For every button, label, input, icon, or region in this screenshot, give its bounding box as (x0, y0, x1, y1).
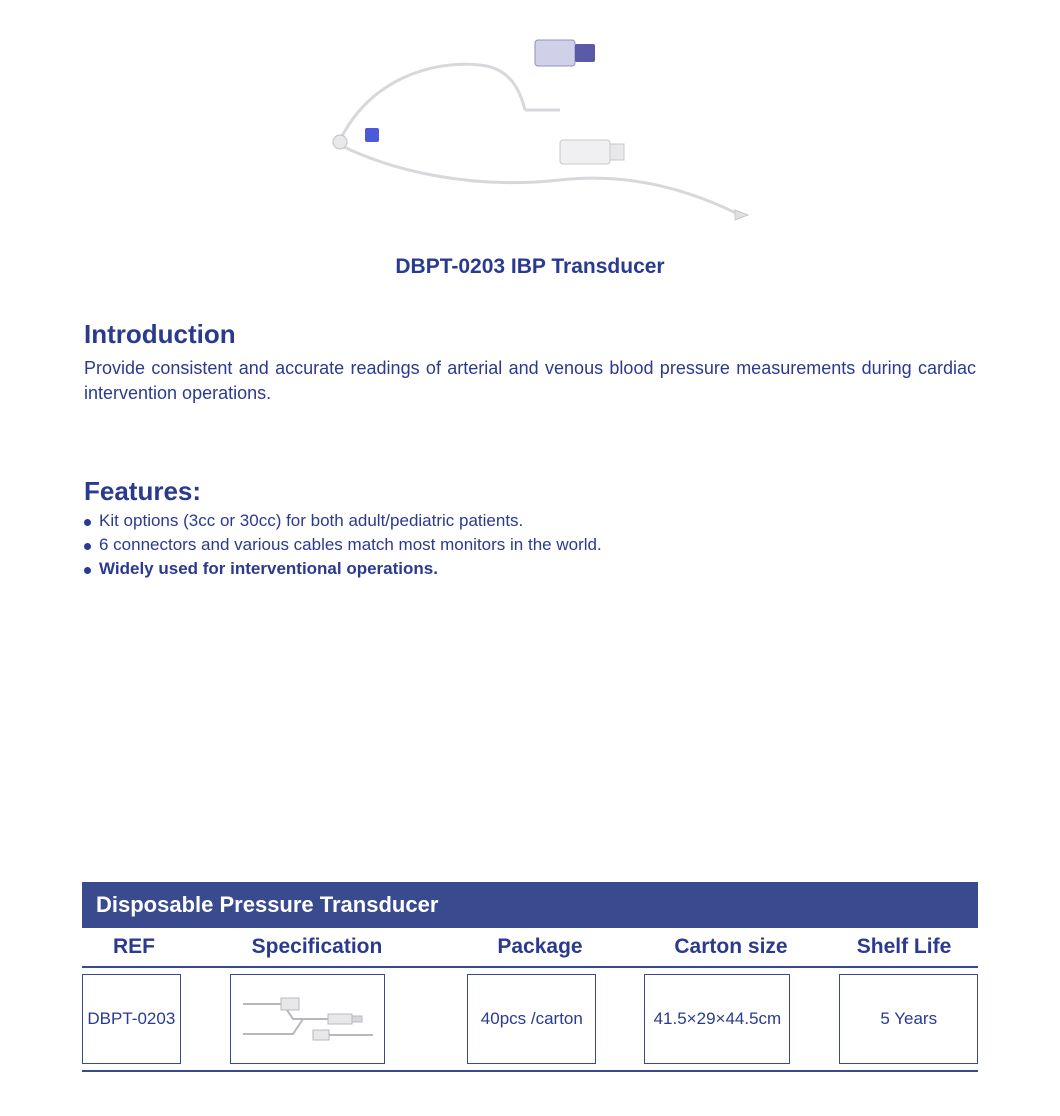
spec-table: Disposable Pressure Transducer REF Speci… (82, 882, 978, 1072)
feature-item: Kit options (3cc or 30cc) for both adult… (84, 511, 976, 531)
spec-diagram-icon (233, 984, 383, 1054)
introduction-section: Introduction Provide consistent and accu… (0, 319, 1060, 406)
th-carton: Carton size (632, 935, 830, 959)
cell-spec (230, 974, 386, 1064)
cell-ref: DBPT-0203 (82, 974, 181, 1064)
features-heading: Features: (84, 476, 976, 507)
th-spec: Specification (186, 935, 448, 959)
table-header-row: REF Specification Package Carton size Sh… (82, 928, 978, 968)
introduction-text: Provide consistent and accurate readings… (84, 356, 976, 406)
cell-carton: 41.5×29×44.5cm (644, 974, 790, 1064)
feature-item: 6 connectors and various cables match mo… (84, 535, 976, 555)
table-row: DBPT-0203 40pcs /carton 41.5×29×44.5cm 5… (82, 968, 978, 1072)
feature-text: Kit options (3cc or 30cc) for both adult… (99, 511, 523, 531)
product-image (310, 20, 750, 240)
introduction-heading: Introduction (84, 319, 976, 350)
table-title: Disposable Pressure Transducer (96, 892, 438, 918)
feature-item: Widely used for interventional operation… (84, 559, 976, 579)
product-caption: DBPT-0203 IBP Transducer (0, 255, 1060, 279)
product-image-area: DBPT-0203 IBP Transducer (0, 0, 1060, 279)
th-ref: REF (82, 935, 186, 959)
th-pkg: Package (448, 935, 632, 959)
table-title-bar: Disposable Pressure Transducer (82, 882, 978, 928)
th-shelf: Shelf Life (830, 935, 978, 959)
cell-pkg: 40pcs /carton (467, 974, 596, 1064)
bullet-icon (84, 567, 91, 574)
cell-shelf: 5 Years (839, 974, 978, 1064)
features-section: Features: Kit options (3cc or 30cc) for … (0, 476, 1060, 579)
bullet-icon (84, 543, 91, 550)
feature-text: 6 connectors and various cables match mo… (99, 535, 602, 555)
feature-text: Widely used for interventional operation… (99, 559, 438, 579)
bullet-icon (84, 519, 91, 526)
